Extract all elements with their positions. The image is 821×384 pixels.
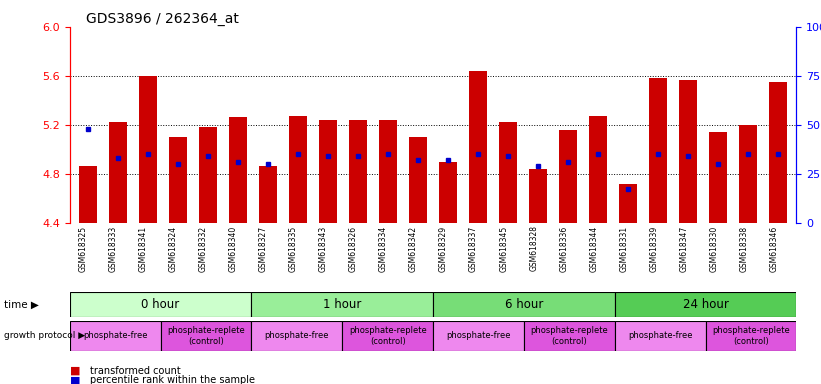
Bar — [409, 137, 427, 223]
Bar — [559, 130, 577, 223]
Bar — [251, 292, 433, 317]
Bar — [139, 76, 157, 223]
Bar — [439, 162, 457, 223]
Bar — [679, 79, 697, 223]
Bar — [524, 321, 615, 351]
Text: ■: ■ — [70, 375, 80, 384]
Text: percentile rank within the sample: percentile rank within the sample — [90, 375, 255, 384]
Text: ■: ■ — [70, 366, 80, 376]
Bar — [70, 321, 161, 351]
Text: transformed count: transformed count — [90, 366, 181, 376]
Bar — [379, 120, 397, 223]
Text: growth protocol ▶: growth protocol ▶ — [4, 331, 85, 341]
Text: phosphate-free: phosphate-free — [628, 331, 692, 341]
Text: time ▶: time ▶ — [4, 299, 39, 310]
Text: phosphate-free: phosphate-free — [264, 331, 329, 341]
Bar — [319, 120, 337, 223]
Bar — [530, 169, 547, 223]
Bar — [469, 71, 487, 223]
Bar — [740, 125, 757, 223]
Text: 6 hour: 6 hour — [505, 298, 543, 311]
Bar — [259, 166, 277, 223]
Bar — [79, 166, 97, 223]
Bar — [251, 321, 342, 351]
Text: phosphate-free: phosphate-free — [447, 331, 511, 341]
Bar — [709, 132, 727, 223]
Bar — [161, 321, 251, 351]
Bar — [619, 184, 637, 223]
Bar — [615, 292, 796, 317]
Text: phosphate-replete
(control): phosphate-replete (control) — [167, 326, 245, 346]
Text: phosphate-replete
(control): phosphate-replete (control) — [712, 326, 790, 346]
Bar — [589, 116, 608, 223]
Bar — [109, 122, 126, 223]
Bar — [433, 292, 615, 317]
Bar — [769, 82, 787, 223]
Text: 0 hour: 0 hour — [141, 298, 180, 311]
Text: phosphate-replete
(control): phosphate-replete (control) — [349, 326, 427, 346]
Text: phosphate-free: phosphate-free — [83, 331, 148, 341]
Bar — [433, 321, 524, 351]
Bar — [289, 116, 307, 223]
Bar — [169, 137, 187, 223]
Bar — [615, 321, 705, 351]
Text: 24 hour: 24 hour — [682, 298, 728, 311]
Bar — [649, 78, 667, 223]
Bar — [342, 321, 433, 351]
Text: GDS3896 / 262364_at: GDS3896 / 262364_at — [86, 12, 239, 25]
Text: phosphate-replete
(control): phosphate-replete (control) — [530, 326, 608, 346]
Text: 1 hour: 1 hour — [323, 298, 361, 311]
Bar — [70, 292, 251, 317]
Bar — [199, 127, 217, 223]
Bar — [349, 120, 367, 223]
Bar — [705, 321, 796, 351]
Bar — [499, 122, 517, 223]
Bar — [229, 118, 247, 223]
